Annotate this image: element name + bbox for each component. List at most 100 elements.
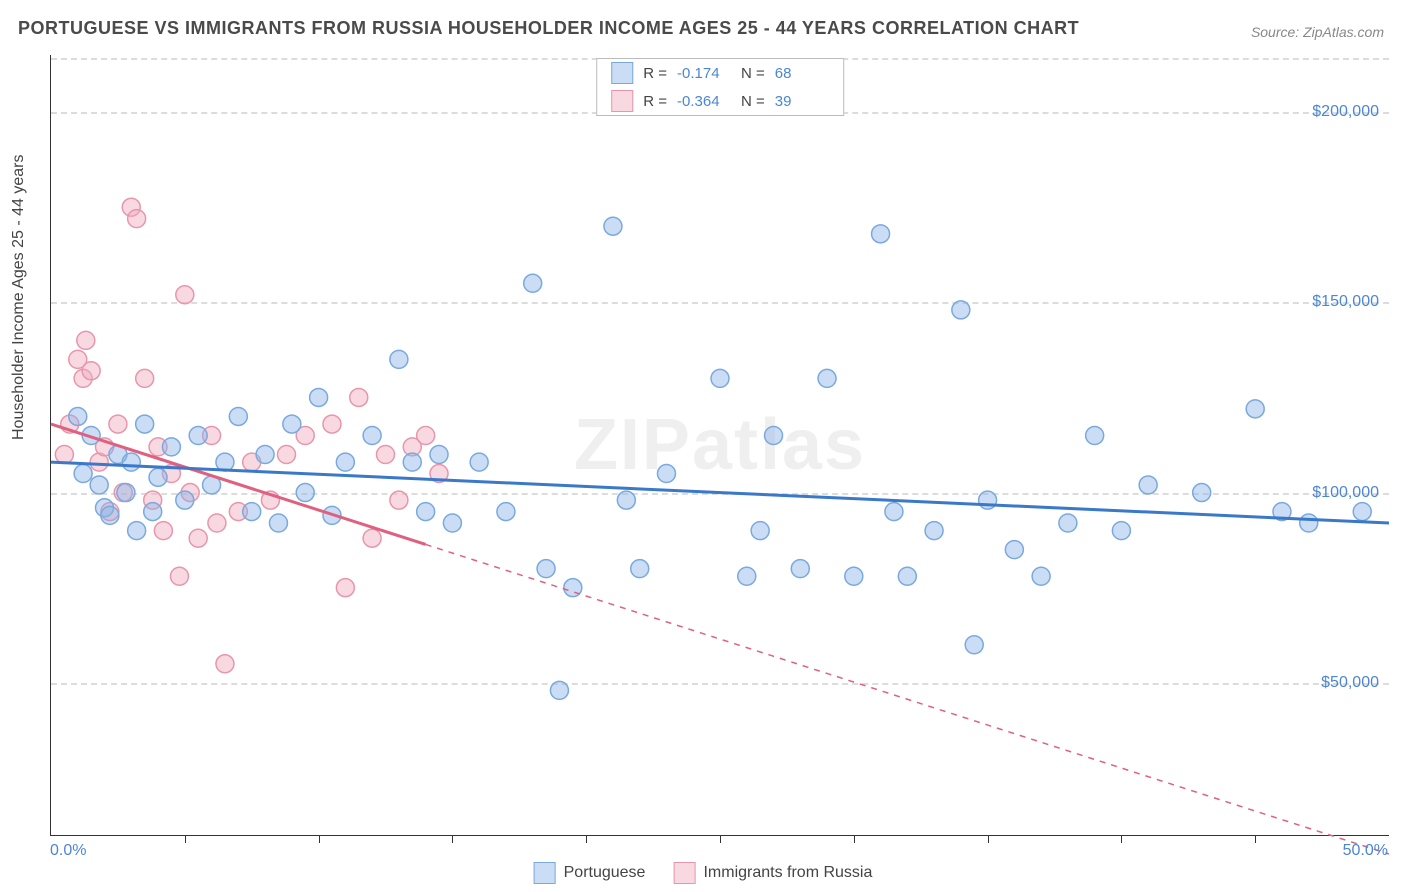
- data-point: [189, 426, 207, 444]
- data-point: [162, 438, 180, 456]
- data-point: [711, 369, 729, 387]
- data-point: [170, 567, 188, 585]
- data-point: [269, 514, 287, 532]
- data-point: [845, 567, 863, 585]
- data-point: [617, 491, 635, 509]
- data-point: [497, 503, 515, 521]
- data-point: [122, 453, 140, 471]
- legend-swatch-portuguese: [611, 62, 633, 84]
- data-point: [1059, 514, 1077, 532]
- x-tick: [319, 835, 320, 843]
- data-point: [818, 369, 836, 387]
- data-point: [1353, 503, 1371, 521]
- data-point: [765, 426, 783, 444]
- data-point: [176, 491, 194, 509]
- data-point: [82, 362, 100, 380]
- data-point: [323, 415, 341, 433]
- data-point: [470, 453, 488, 471]
- data-point: [1005, 541, 1023, 559]
- data-point: [872, 225, 890, 243]
- x-axis-end: 50.0%: [1343, 842, 1388, 860]
- data-point: [363, 426, 381, 444]
- legend-label: Portuguese: [564, 864, 646, 882]
- data-point: [136, 415, 154, 433]
- r-label: R =: [643, 65, 667, 82]
- n-value-portuguese: 68: [775, 65, 829, 82]
- legend-swatch-russia: [673, 862, 695, 884]
- data-point: [417, 426, 435, 444]
- x-tick: [452, 835, 453, 843]
- data-point: [390, 491, 408, 509]
- data-point: [55, 446, 73, 464]
- x-tick: [185, 835, 186, 843]
- data-point: [117, 484, 135, 502]
- legend-swatch-portuguese: [534, 862, 556, 884]
- data-point: [256, 446, 274, 464]
- data-point: [144, 503, 162, 521]
- data-point: [296, 484, 314, 502]
- y-axis-label: Householder Income Ages 25 - 44 years: [10, 155, 28, 441]
- correlation-legend: R = -0.174 N = 68 R = -0.364 N = 39: [596, 58, 844, 116]
- data-point: [1193, 484, 1211, 502]
- n-label: N =: [741, 65, 765, 82]
- data-point: [1032, 567, 1050, 585]
- data-point: [430, 446, 448, 464]
- x-tick: [854, 835, 855, 843]
- legend-item-russia: Immigrants from Russia: [673, 862, 872, 884]
- data-point: [1112, 522, 1130, 540]
- data-point: [69, 407, 87, 425]
- series-legend: Portuguese Immigrants from Russia: [534, 862, 873, 884]
- data-point: [604, 217, 622, 235]
- data-point: [90, 476, 108, 494]
- data-point: [417, 503, 435, 521]
- data-point: [128, 210, 146, 228]
- data-point: [243, 503, 261, 521]
- legend-label: Immigrants from Russia: [703, 864, 872, 882]
- x-tick: [720, 835, 721, 843]
- data-point: [176, 286, 194, 304]
- chart-container: PORTUGUESE VS IMMIGRANTS FROM RUSSIA HOU…: [0, 0, 1406, 892]
- scatter-svg: [51, 55, 1389, 835]
- x-tick: [1255, 835, 1256, 843]
- data-point: [363, 529, 381, 547]
- data-point: [403, 453, 421, 471]
- data-point: [537, 560, 555, 578]
- data-point: [952, 301, 970, 319]
- chart-title: PORTUGUESE VS IMMIGRANTS FROM RUSSIA HOU…: [18, 18, 1079, 39]
- data-point: [154, 522, 172, 540]
- correlation-legend-row-1: R = -0.174 N = 68: [597, 59, 843, 87]
- data-point: [277, 446, 295, 464]
- data-point: [524, 274, 542, 292]
- plot-area: ZIPatlas $50,000$100,000$150,000$200,000…: [50, 55, 1389, 836]
- data-point: [1300, 514, 1318, 532]
- data-point: [189, 529, 207, 547]
- legend-swatch-russia: [611, 90, 633, 112]
- data-point: [350, 388, 368, 406]
- data-point: [128, 522, 146, 540]
- correlation-legend-row-2: R = -0.364 N = 39: [597, 87, 843, 115]
- data-point: [390, 350, 408, 368]
- data-point: [898, 567, 916, 585]
- data-point: [229, 407, 247, 425]
- data-point: [74, 465, 92, 483]
- data-point: [208, 514, 226, 532]
- data-point: [216, 655, 234, 673]
- data-point: [631, 560, 649, 578]
- data-point: [109, 415, 127, 433]
- r-label: R =: [643, 93, 667, 110]
- r-value-russia: -0.364: [677, 93, 731, 110]
- data-point: [77, 331, 95, 349]
- data-point: [443, 514, 461, 532]
- data-point: [136, 369, 154, 387]
- data-point: [283, 415, 301, 433]
- data-point: [657, 465, 675, 483]
- data-point: [550, 681, 568, 699]
- x-tick: [586, 835, 587, 843]
- data-point: [310, 388, 328, 406]
- r-value-portuguese: -0.174: [677, 65, 731, 82]
- data-point: [101, 506, 119, 524]
- n-value-russia: 39: [775, 93, 829, 110]
- data-point: [377, 446, 395, 464]
- data-point: [149, 468, 167, 486]
- data-point: [751, 522, 769, 540]
